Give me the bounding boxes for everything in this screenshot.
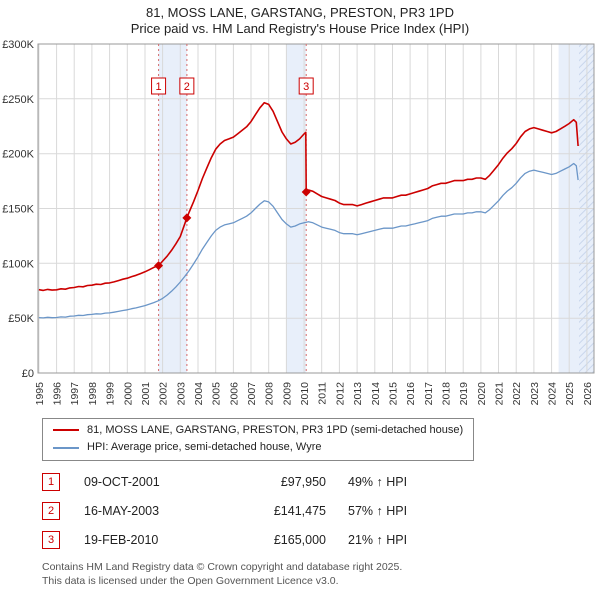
chart-subtitle: Price paid vs. HM Land Registry's House … — [130, 21, 470, 37]
sale-hpi-delta: 57% ↑ HPI — [348, 503, 408, 518]
svg-text:£300K: £300K — [2, 39, 34, 51]
legend-item-hpi: HPI: Average price, semi-detached house,… — [53, 439, 463, 457]
svg-text:2008: 2008 — [264, 381, 276, 405]
sale-date: 09-OCT-2001 — [84, 474, 160, 489]
svg-text:£0: £0 — [22, 368, 34, 380]
svg-text:2023: 2023 — [529, 381, 541, 405]
svg-text:2004: 2004 — [193, 381, 205, 405]
svg-text:2003: 2003 — [175, 381, 187, 405]
svg-text:2024: 2024 — [547, 381, 559, 405]
sale-number-badge: 1 — [42, 472, 60, 491]
svg-text:2016: 2016 — [405, 381, 417, 405]
svg-text:2021: 2021 — [494, 381, 506, 405]
transaction-table: 1 09-OCT-2001 £97,950 49% ↑ HPI 2 16-MAY… — [42, 472, 600, 549]
footer-line-1: Contains HM Land Registry data © Crown c… — [42, 560, 403, 573]
svg-text:2001: 2001 — [140, 381, 152, 405]
sale-price: £165,000 — [273, 532, 326, 547]
svg-text:£200K: £200K — [2, 148, 34, 160]
svg-text:2009: 2009 — [281, 381, 293, 405]
legend-swatch-property-icon — [53, 429, 79, 432]
svg-text:1998: 1998 — [87, 381, 99, 405]
chart-header: 81, MOSS LANE, GARSTANG, PRESTON, PR3 1P… — [0, 0, 600, 38]
price-chart-svg: 1 2 3 £0 £50K £100K £150K £200K £250K £300K 1995 19… — [2, 39, 595, 405]
svg-text:£100K: £100K — [2, 258, 34, 270]
chart-title: 81, MOSS LANE, GARSTANG, PRESTON, PR3 1P… — [146, 5, 454, 20]
svg-text:£250K: £250K — [2, 93, 34, 105]
svg-text:2012: 2012 — [334, 381, 346, 405]
svg-text:2010: 2010 — [299, 381, 311, 405]
svg-text:2002: 2002 — [158, 381, 170, 405]
svg-text:£50K: £50K — [8, 313, 34, 325]
svg-text:2017: 2017 — [423, 381, 435, 405]
legend-item-property: 81, MOSS LANE, GARSTANG, PRESTON, PR3 1P… — [53, 422, 463, 440]
legend-swatch-hpi-icon — [53, 446, 79, 449]
table-row: 1 09-OCT-2001 £97,950 49% ↑ HPI — [42, 472, 600, 491]
table-row: 3 19-FEB-2010 £165,000 21% ↑ HPI — [42, 530, 600, 549]
sale-number-badge: 3 — [42, 530, 60, 549]
sale-date: 19-FEB-2010 — [84, 532, 159, 547]
svg-text:2026: 2026 — [582, 381, 594, 405]
svg-text:1999: 1999 — [105, 381, 117, 405]
table-row: 2 16-MAY-2003 £141,475 57% ↑ HPI — [42, 501, 600, 520]
license-footer: Contains HM Land Registry data © Crown c… — [42, 560, 600, 588]
svg-text:2000: 2000 — [122, 381, 134, 405]
svg-text:2018: 2018 — [441, 381, 453, 405]
legend-label-hpi: HPI: Average price, semi-detached house,… — [87, 441, 322, 454]
chart-legend: 81, MOSS LANE, GARSTANG, PRESTON, PR3 1P… — [42, 417, 475, 461]
svg-text:3: 3 — [303, 81, 309, 93]
svg-text:2005: 2005 — [211, 381, 223, 405]
price-chart: 1 2 3 £0 £50K £100K £150K £200K £250K £300K 1995 19… — [0, 38, 600, 416]
svg-text:2006: 2006 — [228, 381, 240, 405]
sale-hpi-delta: 21% ↑ HPI — [348, 532, 408, 547]
svg-text:1996: 1996 — [52, 381, 64, 405]
sale-price: £97,950 — [280, 474, 326, 489]
svg-text:2013: 2013 — [352, 381, 364, 405]
svg-text:2014: 2014 — [370, 381, 382, 405]
svg-text:2015: 2015 — [388, 381, 400, 405]
svg-text:£150K: £150K — [2, 203, 34, 215]
legend-label-property: 81, MOSS LANE, GARSTANG, PRESTON, PR3 1P… — [87, 423, 464, 436]
svg-text:1995: 1995 — [34, 381, 46, 405]
svg-text:2025: 2025 — [564, 381, 576, 405]
svg-text:2011: 2011 — [317, 381, 329, 404]
svg-text:1: 1 — [156, 81, 162, 93]
footer-line-2: This data is licensed under the Open Gov… — [42, 574, 339, 587]
svg-text:2019: 2019 — [458, 381, 470, 405]
sale-number-badge: 2 — [42, 501, 60, 520]
sale-price: £141,475 — [273, 503, 326, 518]
svg-text:1997: 1997 — [69, 381, 81, 405]
svg-text:2020: 2020 — [476, 381, 488, 405]
svg-text:2022: 2022 — [511, 381, 523, 405]
sale-date: 16-MAY-2003 — [84, 503, 160, 518]
sale-hpi-delta: 49% ↑ HPI — [348, 474, 408, 489]
svg-text:2007: 2007 — [246, 381, 258, 405]
svg-text:2: 2 — [184, 81, 190, 93]
